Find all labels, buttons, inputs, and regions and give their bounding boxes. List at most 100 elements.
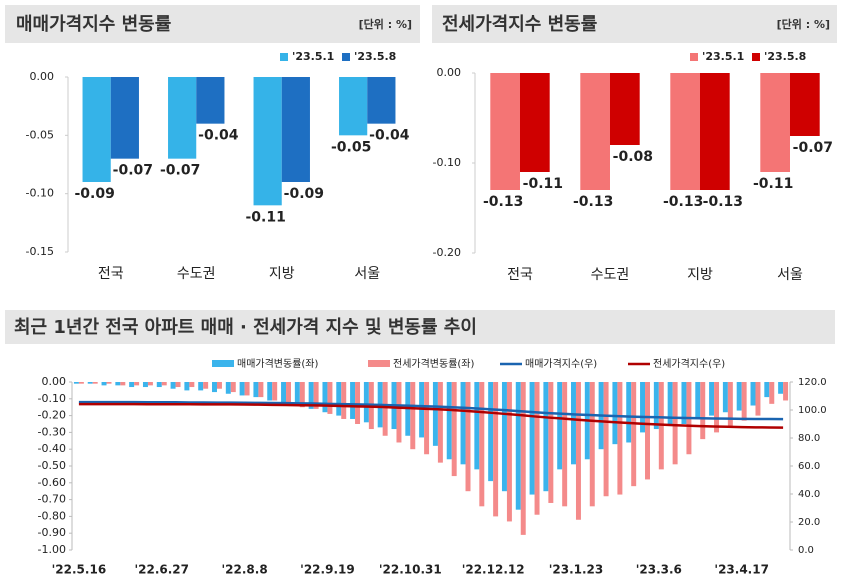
bar xyxy=(216,382,222,389)
bar xyxy=(626,382,632,443)
bar xyxy=(230,382,236,393)
x-tick-label: '22.6.27 xyxy=(134,563,189,577)
data-label: -0.13 xyxy=(663,194,703,210)
bar xyxy=(548,382,554,503)
bar xyxy=(281,77,310,182)
bar xyxy=(557,382,563,470)
bar xyxy=(520,73,550,172)
bar xyxy=(474,382,480,470)
unit-label: [단위 : %] xyxy=(777,17,830,31)
panel-title: 전세가격지수 변동률 xyxy=(442,14,597,35)
x-tick-label: '22.12.12 xyxy=(462,563,525,577)
y-tick-label: 0.00 xyxy=(42,375,67,388)
data-label: -0.05 xyxy=(331,139,371,155)
bar xyxy=(225,382,231,394)
legend-swatch xyxy=(690,53,698,61)
x-tick-label: '23.4.17 xyxy=(714,563,769,577)
title-bar xyxy=(5,310,835,344)
bar xyxy=(129,382,135,388)
bar xyxy=(571,382,576,465)
bar xyxy=(161,382,167,386)
bar xyxy=(562,382,568,507)
bar xyxy=(198,382,204,391)
bar xyxy=(543,382,549,492)
legend-label: '23.5.1 xyxy=(292,50,334,63)
bar xyxy=(336,382,342,416)
bar xyxy=(709,382,715,416)
bar xyxy=(106,382,112,384)
title-bar xyxy=(432,5,837,43)
bar xyxy=(451,382,457,477)
bar xyxy=(147,382,153,386)
x-tick-label: 전국 xyxy=(507,267,533,283)
bar xyxy=(286,382,291,404)
y-tick-label: -0.10 xyxy=(38,392,66,405)
y2-tick-label: 120.0 xyxy=(798,377,827,388)
line xyxy=(78,400,784,421)
bar xyxy=(82,77,111,182)
bar xyxy=(308,382,314,409)
legend-swatch xyxy=(212,360,234,367)
bar xyxy=(258,382,264,398)
x-tick-label: '22.5.16 xyxy=(52,563,107,577)
x-tick-label: 서울 xyxy=(354,266,380,282)
bar xyxy=(196,77,225,124)
bar xyxy=(506,382,512,522)
bar xyxy=(589,382,595,507)
bar xyxy=(341,382,347,419)
y-tick-label: -0.70 xyxy=(38,493,66,506)
bar xyxy=(529,382,535,495)
y-tick-label: -0.05 xyxy=(26,128,54,141)
bar xyxy=(640,382,646,433)
legend-label: '23.5.8 xyxy=(764,50,806,63)
panel-title: 매매가격지수 변동률 xyxy=(16,14,171,35)
data-label: -0.09 xyxy=(74,186,114,202)
x-tick-label: 지방 xyxy=(687,267,713,283)
bar xyxy=(101,382,107,386)
bar xyxy=(460,382,466,465)
bar xyxy=(760,73,790,172)
legend-swatch xyxy=(280,53,288,61)
bar xyxy=(672,382,678,465)
bar xyxy=(281,382,287,404)
data-label: -0.04 xyxy=(369,128,410,144)
bar xyxy=(78,382,84,384)
bar xyxy=(382,382,388,436)
bar xyxy=(575,382,581,520)
bar xyxy=(253,77,282,206)
y-tick-label: -0.10 xyxy=(26,187,54,200)
legend-label: '23.5.8 xyxy=(354,50,396,63)
legend-label: '23.5.1 xyxy=(702,50,744,63)
x-tick-label: 수도권 xyxy=(177,266,216,282)
data-label: -0.07 xyxy=(113,163,153,179)
bar xyxy=(681,382,687,424)
unit-label: [단위 : %] xyxy=(359,17,412,31)
bar xyxy=(700,73,730,190)
legend-label: 매매가격지수(우) xyxy=(525,357,597,370)
bar xyxy=(670,73,700,190)
legend-swatch xyxy=(368,360,390,367)
y2-tick-label: 60.0 xyxy=(798,461,820,472)
bar xyxy=(515,382,521,510)
x-tick-label: '22.10.31 xyxy=(379,563,442,577)
bar xyxy=(156,382,162,388)
data-label: -0.07 xyxy=(160,163,200,179)
data-label: -0.13 xyxy=(703,194,743,210)
bar xyxy=(294,382,300,406)
bar xyxy=(73,382,79,384)
y-tick-label: -0.50 xyxy=(38,459,66,472)
bar xyxy=(244,382,250,396)
bar xyxy=(184,382,190,391)
y2-tick-label: 0.0 xyxy=(798,545,814,556)
bar xyxy=(490,73,520,190)
bar xyxy=(115,382,121,386)
bar xyxy=(313,382,319,409)
bar xyxy=(424,382,430,455)
bar xyxy=(92,382,98,384)
x-tick-label: 서울 xyxy=(777,267,803,283)
bar xyxy=(299,382,305,408)
bar xyxy=(741,382,747,421)
y-tick-label: 0.00 xyxy=(437,66,462,79)
bar xyxy=(790,73,820,136)
